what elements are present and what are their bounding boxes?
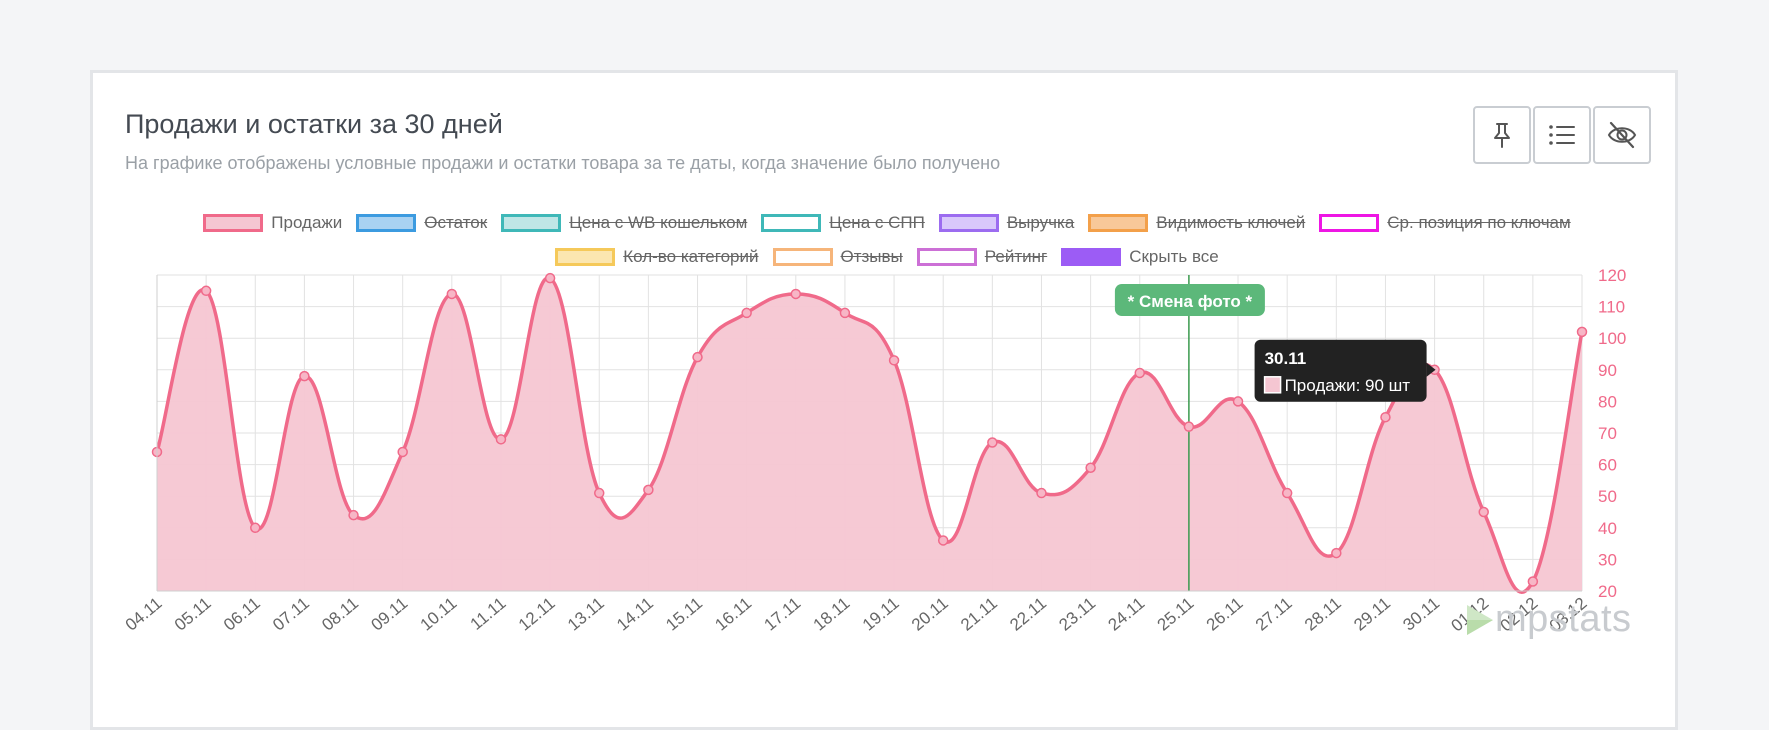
- legend-item[interactable]: Кол-во категорий: [555, 247, 759, 267]
- legend-swatch: [772, 248, 833, 266]
- legend-item[interactable]: Продажи: [203, 213, 342, 233]
- legend-swatch: [916, 248, 977, 266]
- pin-icon: [1494, 123, 1510, 148]
- list-icon: [1549, 125, 1575, 145]
- legend-label: Остаток: [424, 213, 488, 232]
- page-title: Продажи и остатки за 30 дней: [125, 109, 503, 139]
- legend-item[interactable]: Остаток: [356, 213, 487, 233]
- list-button[interactable]: [1533, 106, 1591, 164]
- logo-mark-icon: [1467, 604, 1493, 635]
- logo-text: mpstats: [1495, 598, 1632, 640]
- legend-label: Цена с СПП: [829, 213, 925, 232]
- legend-item[interactable]: Видимость ключей: [1088, 213, 1305, 233]
- legend-item[interactable]: Рейтинг: [916, 247, 1048, 267]
- legend-label: Продажи: [271, 213, 343, 232]
- legend-swatch: [203, 214, 264, 232]
- chart-legend: Продажи Остаток Цена с WB кошельком Цена с …: [93, 206, 1681, 274]
- legend-swatch: [1061, 248, 1122, 266]
- legend-swatch: [501, 214, 562, 232]
- chart-toolbar: [1471, 106, 1651, 164]
- legend-swatch: [1088, 214, 1149, 232]
- legend-item[interactable]: Скрыть все: [1061, 247, 1219, 267]
- legend-swatch: [1319, 214, 1380, 232]
- page-subtitle: На графике отображены условные продажи и…: [125, 153, 1001, 173]
- eye-off-icon: [1607, 121, 1637, 149]
- legend-label: Кол-во категорий: [623, 247, 759, 266]
- mpstats-logo: mpstats: [1465, 598, 1632, 641]
- legend-row: Продажи Остаток Цена с WB кошельком Цена с …: [93, 206, 1681, 240]
- legend-item[interactable]: Отзывы: [772, 247, 903, 267]
- chart-panel: Продажи и остатки за 30 дней На графике …: [90, 70, 1678, 730]
- legend-item[interactable]: Ср. позиция по ключам: [1319, 213, 1571, 233]
- legend-item[interactable]: Цена с WB кошельком: [501, 213, 747, 233]
- legend-label: Видимость ключей: [1156, 213, 1306, 232]
- pin-button[interactable]: [1473, 106, 1531, 164]
- legend-label: Отзывы: [840, 247, 903, 266]
- legend-label: Рейтинг: [984, 247, 1048, 266]
- legend-swatch: [356, 214, 417, 232]
- legend-swatch: [938, 214, 999, 232]
- legend-label: Ср. позиция по ключам: [1387, 213, 1571, 232]
- legend-row: Кол-во категорий Отзывы Рейтинг Скрыть все: [93, 240, 1681, 274]
- legend-label: Скрыть все: [1129, 247, 1219, 266]
- legend-swatch: [555, 248, 616, 266]
- legend-label: Цена с WB кошельком: [569, 213, 748, 232]
- legend-item[interactable]: Цена с СПП: [761, 213, 925, 233]
- legend-swatch: [761, 214, 822, 232]
- legend-item[interactable]: Выручка: [938, 213, 1075, 233]
- legend-label: Выручка: [1006, 213, 1075, 232]
- hide-button[interactable]: [1593, 106, 1651, 164]
